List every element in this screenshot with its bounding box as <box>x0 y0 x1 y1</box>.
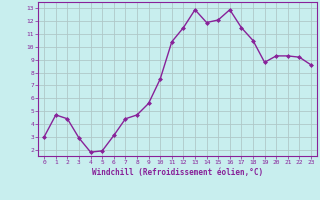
X-axis label: Windchill (Refroidissement éolien,°C): Windchill (Refroidissement éolien,°C) <box>92 168 263 177</box>
